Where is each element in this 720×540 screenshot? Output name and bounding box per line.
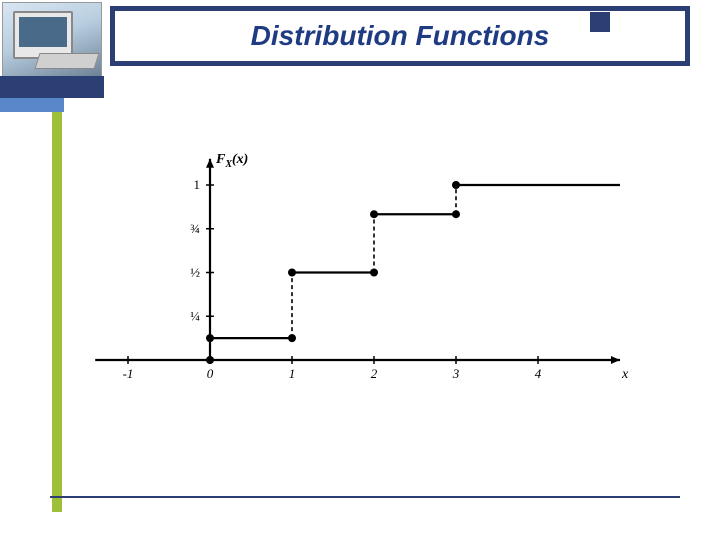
left-accent-stripe-green (52, 112, 62, 512)
svg-text:3: 3 (452, 366, 460, 381)
svg-text:1: 1 (194, 177, 201, 192)
svg-text:4: 4 (535, 366, 542, 381)
keyboard-graphic (34, 53, 99, 69)
footer-rule (50, 496, 680, 498)
slide-title: Distribution Functions (251, 20, 550, 52)
corner-decorative-photo (2, 2, 102, 79)
monitor-graphic (13, 11, 73, 59)
svg-text:1: 1 (289, 366, 296, 381)
title-bar: Distribution Functions (110, 6, 690, 66)
svg-text:-1: -1 (123, 366, 134, 381)
title-accent-square (590, 12, 610, 32)
slide: Distribution Functions -1 0 1 2 3 4 x ¼ ½ ¾ 1 FX(x) (0, 0, 720, 540)
svg-text:2: 2 (371, 366, 378, 381)
svg-text:0: 0 (207, 366, 214, 381)
left-accent-bar-light (0, 98, 64, 112)
svg-text:¾: ¾ (190, 221, 200, 236)
svg-text:¼: ¼ (190, 308, 200, 323)
svg-text:FX(x): FX(x) (215, 152, 248, 170)
cdf-step-chart: -1 0 1 2 3 4 x ¼ ½ ¾ 1 FX(x) (90, 130, 650, 410)
svg-text:½: ½ (190, 265, 200, 280)
cdf-svg: -1 0 1 2 3 4 x ¼ ½ ¾ 1 FX(x) (90, 130, 650, 410)
left-accent-bar-dark (0, 76, 104, 98)
svg-text:x: x (621, 367, 629, 382)
